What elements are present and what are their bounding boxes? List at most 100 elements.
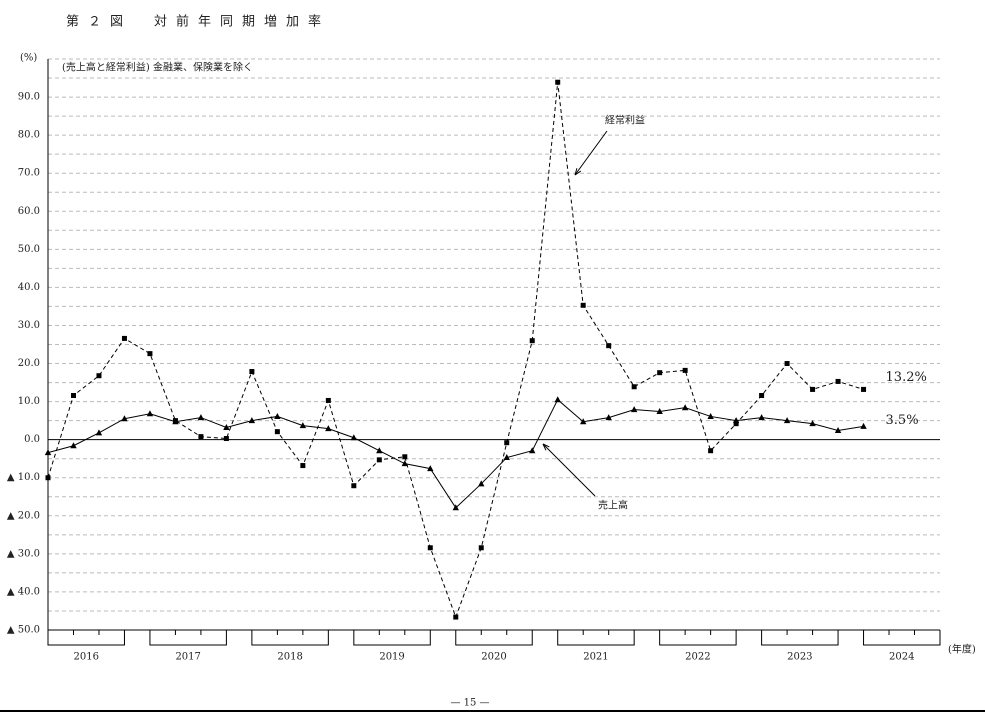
year-label: 2018 bbox=[277, 652, 302, 663]
year-label: 2021 bbox=[583, 652, 608, 663]
triangle-marker bbox=[580, 418, 587, 425]
triangle-marker bbox=[707, 412, 714, 419]
year-bracket bbox=[251, 630, 329, 646]
triangle-marker bbox=[809, 420, 816, 427]
square-marker bbox=[835, 378, 841, 384]
y-tick-label: 10.0 bbox=[18, 396, 40, 407]
square-marker bbox=[325, 397, 331, 403]
subtitle: (売上高と経常利益) 金融業、保険業を除く bbox=[62, 61, 253, 74]
triangle-marker bbox=[172, 418, 179, 425]
value-label: 3.5% bbox=[886, 413, 919, 428]
series-line bbox=[47, 82, 864, 619]
square-marker bbox=[555, 79, 561, 85]
triangle-marker bbox=[554, 396, 561, 403]
square-marker bbox=[733, 421, 739, 427]
year-bracket bbox=[353, 630, 431, 646]
triangle-marker bbox=[732, 417, 740, 424]
square-marker bbox=[759, 393, 765, 399]
triangle-marker bbox=[630, 406, 638, 413]
triangle-marker bbox=[350, 434, 358, 441]
page-number: — 15 — bbox=[450, 698, 489, 709]
arrow-head bbox=[542, 443, 550, 451]
square-marker bbox=[300, 463, 306, 469]
year-label: 2017 bbox=[175, 652, 200, 663]
triangle-marker bbox=[44, 449, 52, 456]
square-marker bbox=[223, 436, 229, 442]
square-marker bbox=[657, 370, 663, 376]
triangle-marker bbox=[656, 407, 663, 414]
square-marker bbox=[478, 545, 484, 551]
triangle-marker bbox=[248, 417, 256, 424]
triangle-marker bbox=[758, 414, 765, 421]
triangle-marker bbox=[783, 417, 791, 424]
triangle-marker bbox=[503, 454, 510, 461]
y-tick-label: ▲ 40.0 bbox=[7, 586, 40, 597]
value-label: 13.2% bbox=[886, 370, 927, 385]
triangle-marker bbox=[529, 447, 536, 454]
annotation-arrow bbox=[542, 443, 596, 497]
triangle-marker bbox=[197, 414, 205, 421]
triangle-marker bbox=[834, 427, 842, 434]
year-label: 2024 bbox=[889, 652, 914, 663]
square-marker bbox=[580, 302, 586, 308]
square-marker bbox=[376, 457, 382, 463]
y-tick-label: 90.0 bbox=[18, 92, 40, 103]
triangle-marker bbox=[146, 410, 154, 417]
square-marker bbox=[606, 343, 612, 349]
year-bracket bbox=[455, 630, 533, 646]
y-tick-label: 50.0 bbox=[18, 244, 40, 255]
triangle-marker bbox=[427, 465, 434, 472]
square-marker bbox=[70, 393, 76, 399]
annotation-arrow bbox=[574, 130, 608, 176]
triangle-marker bbox=[605, 414, 612, 421]
square-marker bbox=[427, 545, 433, 551]
triangle-marker bbox=[376, 447, 383, 454]
square-marker bbox=[453, 614, 459, 620]
y-tick-label: 30.0 bbox=[18, 320, 40, 331]
square-marker bbox=[96, 373, 102, 379]
triangle-marker bbox=[299, 422, 307, 429]
triangle-marker bbox=[860, 422, 867, 429]
square-marker bbox=[198, 434, 204, 440]
year-bracket bbox=[557, 630, 635, 646]
arrow-head bbox=[574, 168, 582, 176]
y-tick-label: 70.0 bbox=[18, 168, 40, 179]
y-tick-label: ▲ 50.0 bbox=[7, 625, 40, 636]
year-label: 2022 bbox=[685, 652, 710, 663]
chart-title: 第２図 対前年同期増加率 bbox=[66, 14, 330, 30]
square-marker bbox=[810, 386, 816, 392]
year-bracket bbox=[149, 630, 227, 646]
y-tick-label: 80.0 bbox=[18, 130, 40, 141]
y-tick-label: 40.0 bbox=[18, 282, 40, 293]
square-marker bbox=[631, 384, 637, 390]
triangle-marker bbox=[274, 412, 281, 419]
square-marker bbox=[504, 440, 510, 446]
triangle-marker bbox=[223, 423, 230, 430]
year-label: 2020 bbox=[481, 652, 506, 663]
square-marker bbox=[529, 338, 535, 344]
year-label: 2023 bbox=[787, 652, 812, 663]
y-axis-label: (%) bbox=[20, 53, 37, 64]
square-marker bbox=[147, 351, 153, 357]
y-tick-label: 20.0 bbox=[18, 358, 40, 369]
y-tick-label: ▲ 20.0 bbox=[7, 510, 40, 521]
triangle-marker bbox=[681, 404, 689, 411]
y-tick-label: 60.0 bbox=[18, 206, 40, 217]
triangle-marker bbox=[452, 504, 459, 511]
triangle-marker bbox=[95, 429, 103, 436]
year-bracket bbox=[761, 630, 839, 646]
triangle-marker bbox=[401, 460, 408, 467]
square-marker bbox=[351, 483, 357, 489]
square-marker bbox=[861, 386, 867, 392]
series-line bbox=[47, 398, 864, 509]
year-bracket bbox=[863, 630, 941, 646]
square-marker bbox=[45, 475, 51, 481]
square-marker bbox=[249, 369, 255, 375]
square-marker bbox=[708, 448, 714, 454]
year-bracket bbox=[659, 630, 737, 646]
y-tick-label: 0.0 bbox=[24, 434, 40, 445]
year-label: 2019 bbox=[379, 652, 404, 663]
square-marker bbox=[682, 367, 688, 373]
triangle-marker bbox=[325, 425, 332, 432]
y-tick-label: ▲ 10.0 bbox=[7, 472, 40, 483]
